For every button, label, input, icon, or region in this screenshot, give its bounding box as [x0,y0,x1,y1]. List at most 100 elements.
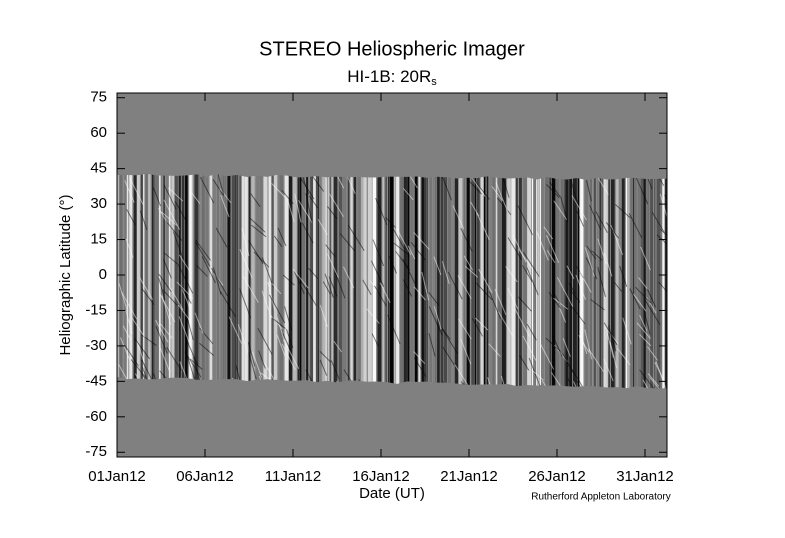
texture-streak [639,369,656,389]
texture-stripe [511,173,516,389]
texture-stripe [342,173,347,389]
texture-streak [174,201,188,223]
texture-streak [248,240,264,265]
texture-stripe [325,173,327,389]
texture-streak [118,283,128,312]
texture-stripe [306,173,309,389]
texture-streak [124,180,135,203]
texture-streak [571,195,587,221]
texture-streak [298,199,313,223]
texture-streak [616,348,631,366]
texture-stripe [519,173,522,389]
texture-streak [389,223,406,250]
texture-streak [603,322,618,346]
texture-stripe [437,173,440,389]
texture-stripe [632,173,634,389]
y-tick-label: 30 [90,195,107,212]
texture-stripe [284,173,289,389]
texture-streak [292,268,309,289]
texture-stripe [317,173,319,389]
texture-streak [439,325,451,340]
texture-streak [369,280,378,292]
subtitle-subscript: s [431,76,437,88]
texture-streak [608,325,617,352]
texture-streak [474,317,489,331]
texture-streak [442,346,456,366]
texture-stripe [507,173,511,389]
texture-stripe [151,173,154,389]
texture-streak [393,242,409,256]
texture-streak [428,306,443,336]
texture-stripe [327,173,330,389]
texture-streak [496,197,512,216]
texture-stripe [429,173,433,389]
texture-stripe [640,173,644,389]
texture-stripe [599,173,602,389]
texture-streak [644,173,653,190]
texture-streak [371,333,379,347]
texture-stripe [126,173,129,389]
texture-stripe [394,173,396,389]
texture-streak [189,358,203,370]
texture-stripe [619,173,621,389]
texture-streak [319,359,328,376]
texture-stripe [597,173,599,389]
texture-streak [571,369,589,389]
texture-streak [322,281,331,295]
texture-streak [195,242,211,267]
texture-streak [220,194,230,218]
texture-stripe [650,173,654,389]
texture-stripe [217,173,219,389]
texture-stripe [418,173,421,389]
texture-streak [460,338,472,365]
texture-streak [122,325,132,341]
texture-streak [570,290,581,303]
texture-streak [152,187,162,207]
texture-stripe [538,173,540,389]
texture-stripe [382,173,385,389]
texture-stripe [143,173,145,389]
texture-stripe [256,173,260,389]
texture-streak [559,307,567,323]
texture-stripe [610,173,615,389]
texture-streak [546,235,560,264]
texture-streak [647,346,658,361]
texture-streak [162,259,172,279]
texture-streak [539,343,555,370]
texture-streak [494,288,507,315]
texture-streak [488,343,501,357]
texture-streak [505,266,518,283]
texture-stripe [241,173,245,389]
texture-stripe [602,173,604,389]
texture-streak [178,254,192,275]
texture-streak [158,273,172,293]
texture-stripe [136,173,140,389]
texture-stripe [227,173,231,389]
y-tick-label: -15 [85,301,107,318]
texture-streak [334,272,346,299]
texture-streak [312,176,325,192]
texture-stripe [315,173,318,389]
texture-streak [282,333,292,352]
texture-stripe [466,173,470,389]
texture-streak [248,352,257,380]
texture-streak [242,276,259,303]
texture-stripe [237,173,239,389]
texture-stripe [660,173,663,389]
texture-streak [271,183,286,198]
texture-streak [167,222,183,241]
texture-streak [654,361,664,380]
texture-streak [656,234,667,250]
texture-streak [609,341,618,368]
texture-streak [597,238,607,265]
texture-streak [658,281,667,299]
texture-streak [526,323,537,341]
texture-streak [162,289,178,306]
texture-stripe [209,173,213,389]
texture-streak [241,227,250,257]
texture-stripe [603,173,606,389]
texture-streak [343,266,355,289]
texture-stripe [647,173,650,389]
texture-stripe [181,173,185,389]
